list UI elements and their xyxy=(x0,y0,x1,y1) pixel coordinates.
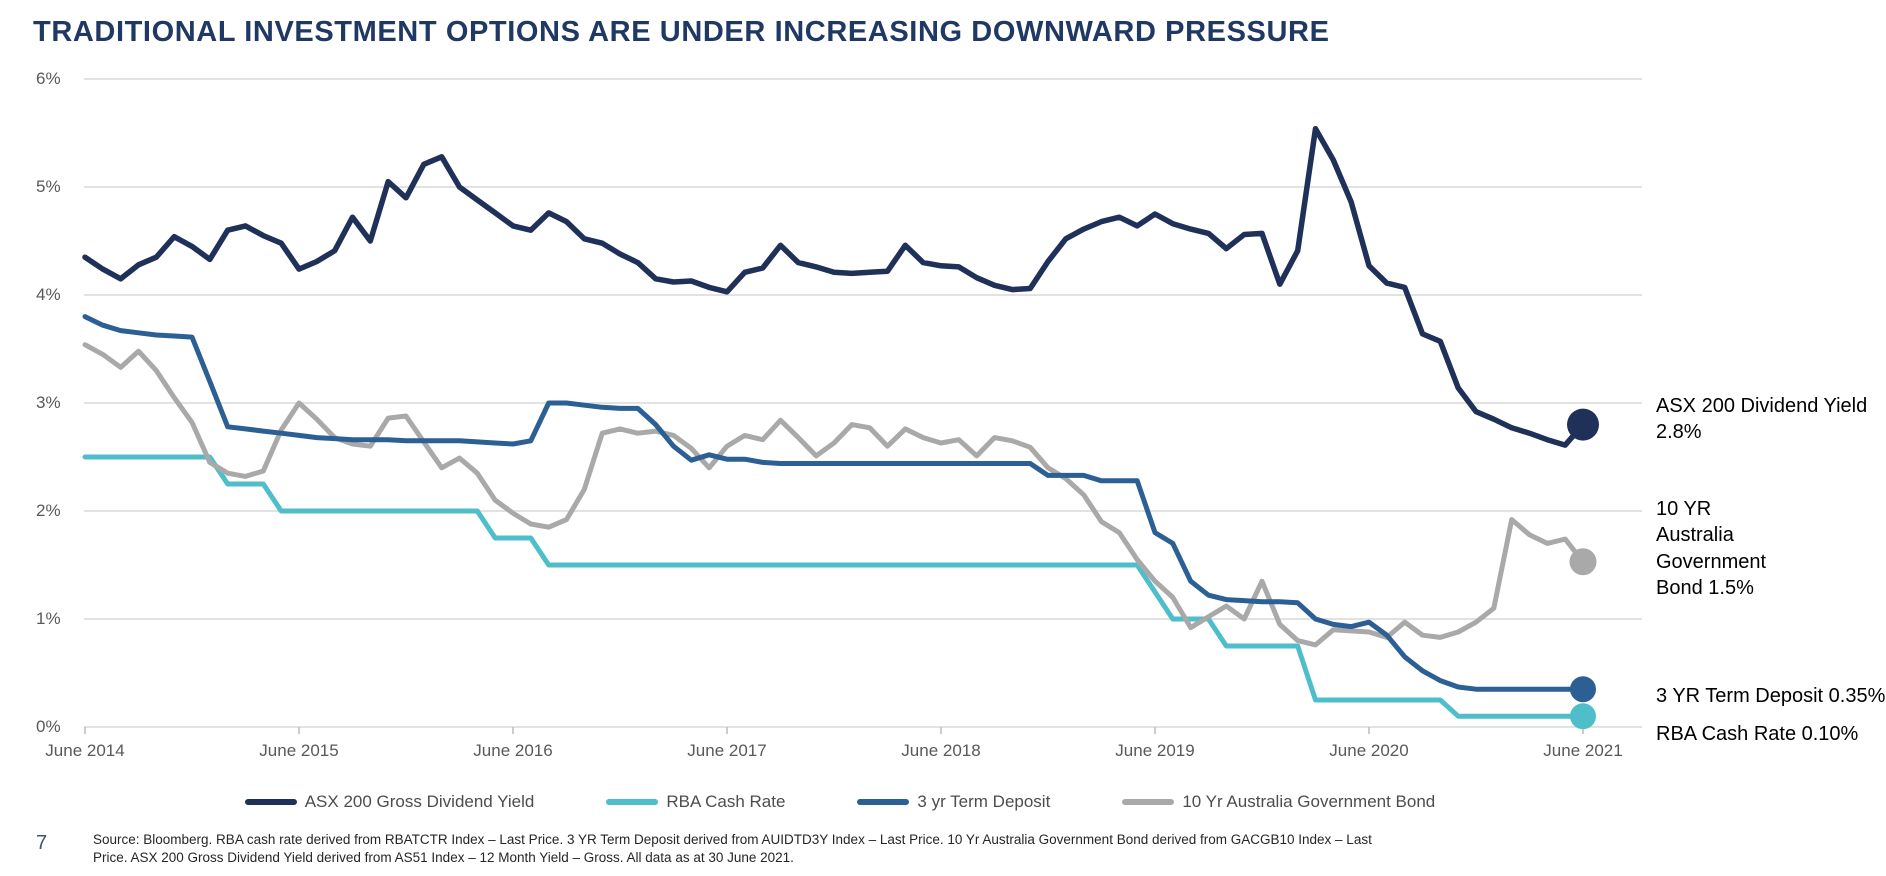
series-line-3-yr-term-deposit xyxy=(82,314,1586,692)
chart-legend: ASX 200 Gross Dividend Yield RBA Cash Rat… xyxy=(90,792,1590,812)
annotation-asx-200-dividend-yield: ASX 200 Dividend Yield 2.8% xyxy=(1656,395,1868,444)
legend-swatch-rba-cash-rate xyxy=(606,799,659,805)
legend-swatch-3-yr-term-deposit xyxy=(857,799,910,805)
legend-label-rba-cash-rate: RBA Cash Rate xyxy=(666,792,786,811)
annotation-3yr-term-deposit: 3 YR Term Deposit 0.35% xyxy=(1656,685,1886,707)
x-tick-label-june-2018: June 2018 xyxy=(901,741,981,760)
legend-item-10-yr-australia-government-bond: 10 Yr Australia Government Bond xyxy=(1122,792,1435,812)
y-tick-label-5%: 5% xyxy=(36,177,61,196)
x-tick-label-june-2014: June 2014 xyxy=(45,741,125,760)
y-tick-label-6%: 6% xyxy=(36,69,61,88)
endpoint-dot-asx-200-gross-dividend-yield xyxy=(1566,408,1599,441)
y-tick-label-2%: 2% xyxy=(36,501,61,520)
legend-item-asx-200-gross-dividend-yield: ASX 200 Gross Dividend Yield xyxy=(244,792,535,812)
page-number: 7 xyxy=(36,832,48,854)
page-title: TRADITIONAL INVESTMENT OPTIONS ARE UNDER… xyxy=(33,16,1330,48)
x-tick-label-june-2015: June 2015 xyxy=(259,741,339,760)
legend-item-rba-cash-rate: RBA Cash Rate xyxy=(606,792,785,812)
x-tick-label-june-2016: June 2016 xyxy=(473,741,553,760)
x-tick-label-june-2019: June 2019 xyxy=(1115,741,1195,760)
endpoint-dot-rba-cash-rate xyxy=(1569,703,1596,730)
legend-label-asx-200-gross-dividend-yield: ASX 200 Gross Dividend Yield xyxy=(304,792,535,811)
y-tick-label-4%: 4% xyxy=(36,285,61,304)
endpoint-dot-10-yr-australia-government-bond xyxy=(1569,548,1597,576)
x-tick-label-june-2017: June 2017 xyxy=(687,741,767,760)
y-tick-label-0%: 0% xyxy=(36,717,61,736)
y-tick-label-3%: 3% xyxy=(36,393,61,412)
legend-label-10-yr-australia-government-bond: 10 Yr Australia Government Bond xyxy=(1182,792,1436,811)
legend-label-3-yr-term-deposit: 3 yr Term Deposit xyxy=(917,792,1051,811)
endpoint-dot-3-yr-term-deposit xyxy=(1569,676,1596,703)
x-tick-label-june-2021: June 2021 xyxy=(1543,741,1623,760)
annotation-10yr-government-bond: 10 YR Australia Government Bond 1.5% xyxy=(1656,498,1767,600)
series-line-rba-cash-rate xyxy=(82,454,1586,719)
legend-swatch-10-yr-australia-government-bond xyxy=(1122,799,1175,805)
y-tick-label-1%: 1% xyxy=(36,609,61,628)
legend-swatch-asx-200-gross-dividend-yield xyxy=(244,799,297,805)
series-line-asx-200-gross-dividend-yield xyxy=(82,125,1586,448)
source-note: Source: Bloomberg. RBA cash rate derived… xyxy=(93,832,1372,865)
annotation-rba-cash-rate: RBA Cash Rate 0.10% xyxy=(1656,723,1859,745)
legend-item-3-yr-term-deposit: 3 yr Term Deposit xyxy=(857,792,1050,812)
x-tick-label-june-2020: June 2020 xyxy=(1329,741,1409,760)
series-line-10-yr-australia-government-bond xyxy=(82,342,1586,648)
